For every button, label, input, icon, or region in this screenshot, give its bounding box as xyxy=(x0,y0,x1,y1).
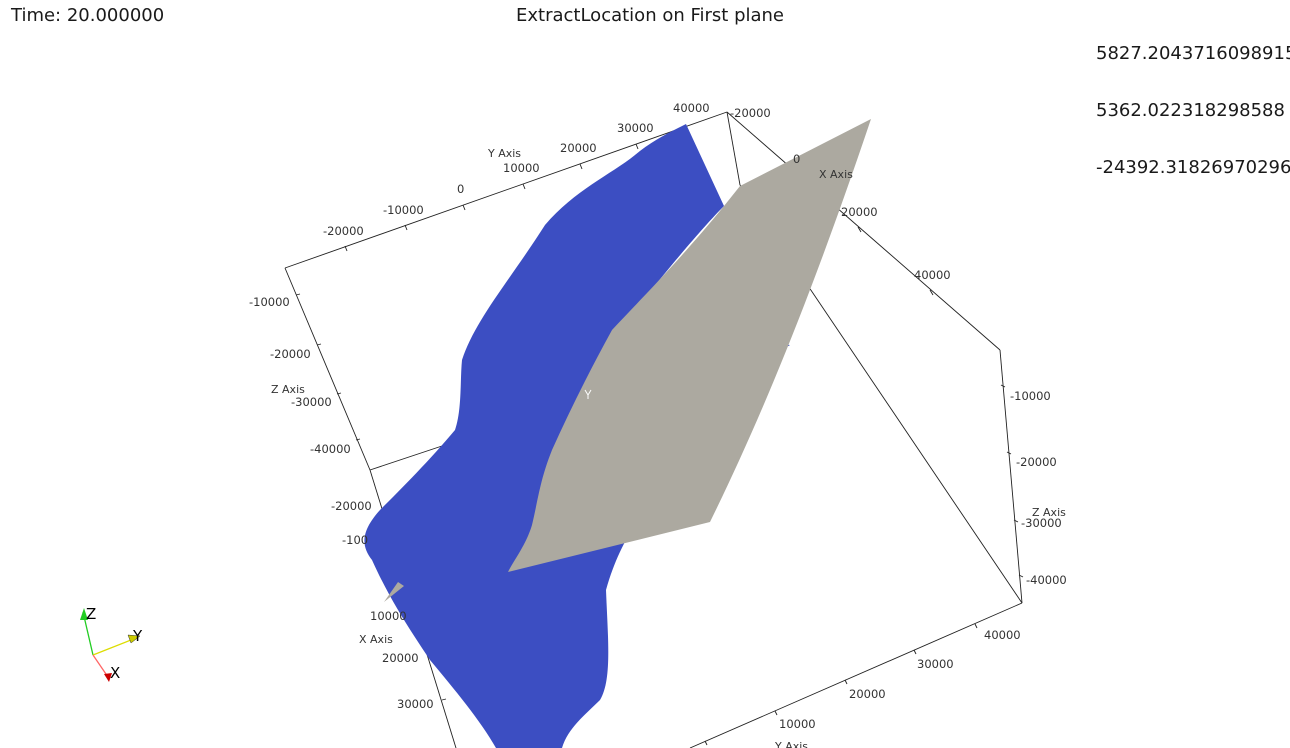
z-axis-title: Z Axis xyxy=(271,383,305,396)
z-tick-label: -40000 xyxy=(310,442,351,456)
x-tick-label: -100 xyxy=(342,533,368,547)
z-axis-left-labels: -10000 -20000 -30000 -40000 Z Axis xyxy=(249,295,351,456)
x-tick-label: -20000 xyxy=(331,499,372,513)
x-axis-title: X Axis xyxy=(359,633,393,646)
y-axis-title: Y Axis xyxy=(487,147,521,160)
y-tick-label: 10000 xyxy=(503,161,540,175)
z-tick-label: -40000 xyxy=(1026,573,1067,587)
z-tick-label: -10000 xyxy=(249,295,290,309)
x-tick-label: 30000 xyxy=(397,697,434,711)
y-tick-label: 20000 xyxy=(560,141,597,155)
y-tick-label: 10000 xyxy=(779,717,816,731)
z-axis-title: Z Axis xyxy=(1032,506,1066,519)
orient-z-label: Z xyxy=(86,605,96,623)
y-tick-label: 40000 xyxy=(984,628,1021,642)
y-tick-label: 30000 xyxy=(617,121,654,135)
y-axis-title: Y Axis xyxy=(774,740,808,748)
y-axis-bottom-labels: 40000 30000 20000 10000 Y Axis xyxy=(774,628,1021,748)
z-axis-right-labels: -10000 -20000 -30000 -40000 Z Axis xyxy=(1010,389,1067,587)
x-tick-label: 20000 xyxy=(382,651,419,665)
y-tick-label: -10000 xyxy=(383,203,424,217)
y-tick-label: 0 xyxy=(457,182,464,196)
z-axis-line-right xyxy=(1000,350,1022,603)
x-tick-label: 20000 xyxy=(841,205,878,219)
orient-y-label: Y xyxy=(132,627,143,645)
z-tick-label: -20000 xyxy=(1016,455,1057,469)
z-tick-label: -20000 xyxy=(270,347,311,361)
y-tick-label: 30000 xyxy=(917,657,954,671)
x-tick-label: 0 xyxy=(793,152,800,166)
y-axis-line-bottom xyxy=(690,603,1022,748)
x-tick-label: 10000 xyxy=(370,609,407,623)
x-tick-label: 40000 xyxy=(914,268,951,282)
y-tick-label: 20000 xyxy=(849,687,886,701)
orient-x-label: X xyxy=(110,664,120,682)
x-tick-label: -20000 xyxy=(730,106,771,120)
inner-edge-line-2 xyxy=(727,112,740,185)
orientation-axes-widget[interactable]: Z Y X xyxy=(80,605,143,682)
z-tick-label: -30000 xyxy=(291,395,332,409)
x-axis-title: X Axis xyxy=(819,168,853,181)
z-tick-label: -10000 xyxy=(1010,389,1051,403)
y-tick-label: -20000 xyxy=(323,224,364,238)
y-tick-label: 40000 xyxy=(673,101,710,115)
orient-x-line xyxy=(93,655,108,677)
orient-y-line xyxy=(93,638,136,655)
